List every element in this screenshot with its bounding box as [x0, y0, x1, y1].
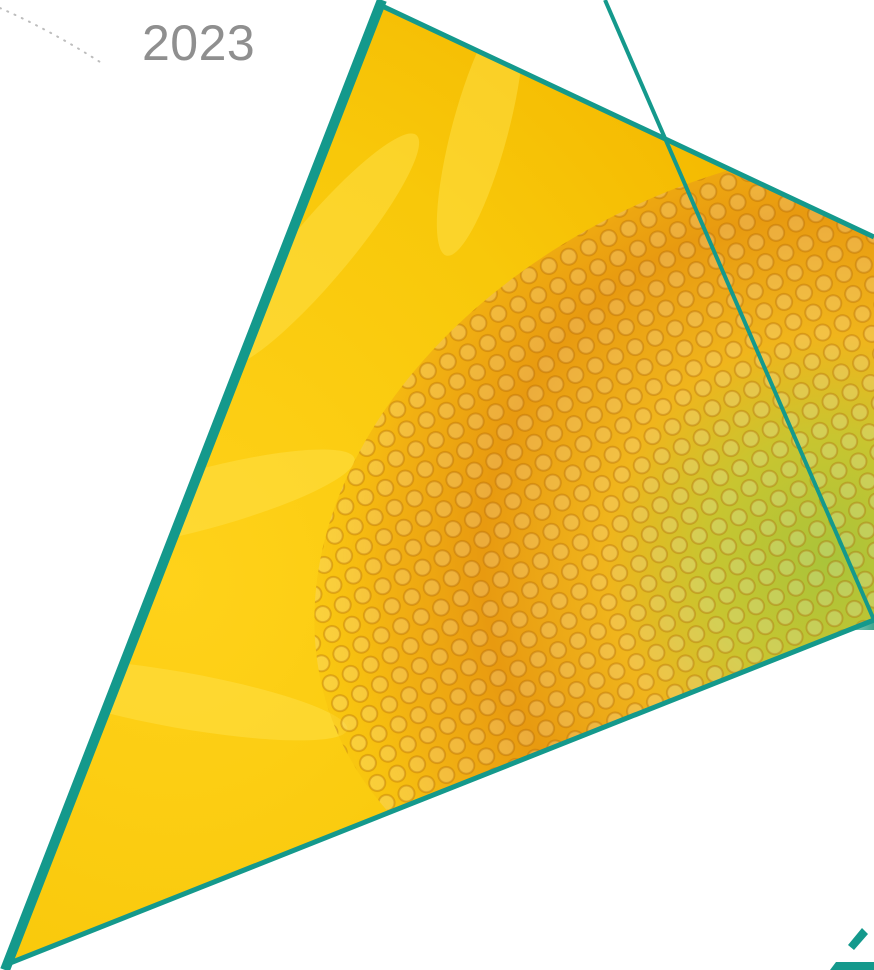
cover-year: 2023	[142, 15, 256, 71]
frame-edge	[4, 617, 874, 968]
frame-edge	[378, 2, 874, 240]
dotted-curve	[0, 7, 101, 63]
letter-fragment	[830, 928, 874, 970]
frame-edge	[603, 0, 874, 621]
frame-edge	[0, 0, 387, 970]
